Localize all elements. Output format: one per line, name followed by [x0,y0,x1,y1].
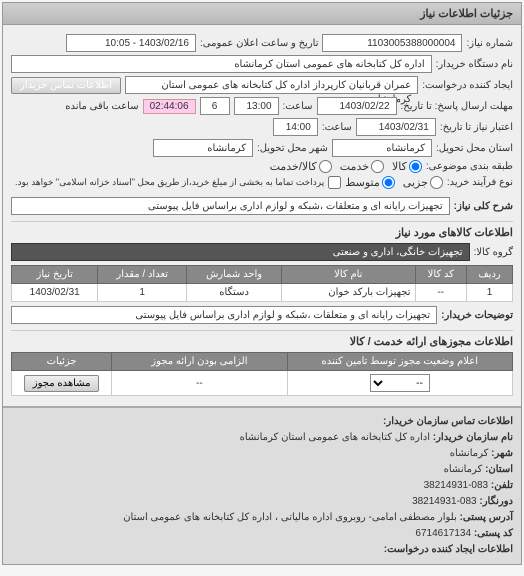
buy-type-radio-group: جزیی متوسط [345,176,443,189]
th-unit: واحد شمارش [187,266,282,284]
province-field: کرمانشاه [332,139,432,157]
validity-label: اعتبار نیاز تا تاریخ: [440,122,513,133]
radio-kala[interactable]: کالا [392,160,422,173]
purchase-note: پرداخت تماما به بخشی از میلغ خرید،از طری… [15,177,324,188]
contact-province-l: استان: [485,464,513,475]
treasury-checkbox[interactable] [328,176,341,189]
contact-postal-v: 6714617134 [415,528,471,539]
deadline-date-field: 1403/02/22 [317,97,397,115]
hour-label-1: ساعت: [283,101,313,112]
contact-block: اطلاعات تماس سازمان خریدار: نام سازمان خ… [3,406,521,564]
city-field: کرمانشاه [153,139,253,157]
announce-date-label: تاریخ و ساعت اعلان عمومی: [200,38,319,49]
buy-type-label: نوع فرآیند خرید: [447,177,513,188]
radio-both[interactable]: کالا/خدمت [270,160,332,173]
city-label: شهر محل تحویل: [257,143,328,154]
supplier-notes-field: تجهیزات رایانه ای و متعلقات ،شبکه و لواز… [11,306,437,324]
countdown-timer: 02:44:06 [143,99,196,114]
contact-province-v: کرمانشاه [444,464,483,475]
th-qty: تعداد / مقدار [98,266,187,284]
permit-details-cell: مشاهده مجوز [12,371,112,396]
contact-city-l: شهر: [491,448,513,459]
group-class-label: طبقه بندی موضوعی: [426,161,513,172]
th-date: تاریخ نیاز [12,266,98,284]
need-no-label: شماره نیاز: [466,38,513,49]
cell-unit: دستگاه [187,284,282,302]
goods-group-field: تجهیزات خانگی، اداری و صنعتی [11,243,470,261]
radio-medium[interactable]: متوسط [345,176,395,189]
need-desc-label: شرح کلی نیاز: [454,201,513,212]
validity-time-field: 14:00 [273,118,318,136]
permit-required-cell: -- [112,371,287,396]
announce-date-field: 1403/02/16 - 10:05 [66,34,196,52]
creator-field: عمران قربانیان کارپرداز اداره کل کتابخان… [125,76,418,94]
validity-date-field: 1403/02/31 [356,118,436,136]
permits-header-row: اعلام وضعیت مجوز توسط تامین کننده الزامی… [12,353,513,371]
province-label: استان محل تحویل: [436,143,513,154]
need-details-panel: جزئیات اطلاعات نیاز شماره نیاز: 11030053… [2,2,522,565]
cell-date: 1403/02/31 [12,284,98,302]
radio-khedmat[interactable]: خدمت [340,160,384,173]
contact-fax-v: 083-38214931 [412,496,477,507]
radio-partial[interactable]: جزیی [403,176,443,189]
contact-phone-l: تلفن: [491,480,513,491]
radio-khedmat-input[interactable] [371,160,384,173]
remaining-label: ساعت باقی مانده [65,101,138,112]
th-code: کد کالا [415,266,467,284]
th-details: جزئیات [12,353,112,371]
hour-label-2: ساعت: [322,122,352,133]
th-row: ردیف [467,266,513,284]
goods-info-title: اطلاعات کالاهای مورد نیاز [11,221,513,239]
request-creator-contact-l: اطلاعات ایجاد کننده درخواست: [384,544,513,555]
goods-group-label: گروه کالا: [474,247,513,258]
deadline-time-field: 13:00 [234,97,279,115]
table-header-row: ردیف کد کالا نام کالا واحد شمارش تعداد /… [12,266,513,284]
contact-addr-l: آدرس پستی: [460,512,513,523]
days-field: 6 [200,97,230,115]
permit-status-cell: -- [287,371,512,396]
buyer-org-label: نام دستگاه خریدار: [436,59,513,70]
radio-kala-input[interactable] [409,160,422,173]
contact-title: اطلاعات تماس سازمان خریدار: [383,416,513,427]
radio-partial-input[interactable] [430,176,443,189]
permits-title: اطلاعات مجوزهای ارائه خدمت / کالا [11,330,513,348]
cell-row: 1 [467,284,513,302]
cell-name: تجهیزات بارکد خوان [282,284,415,302]
th-required: الزامی بودن ارائه مجوز [112,353,287,371]
contact-phone-v: 083-38214931 [424,480,489,491]
th-name: نام کالا [282,266,415,284]
radio-both-input[interactable] [319,160,332,173]
goods-table: ردیف کد کالا نام کالا واحد شمارش تعداد /… [11,265,513,302]
supplier-notes-label: توضیحات خریدار: [441,310,513,321]
radio-medium-input[interactable] [382,176,395,189]
th-status: اعلام وضعیت مجوز توسط تامین کننده [287,353,512,371]
view-permit-button[interactable]: مشاهده مجوز [24,375,100,392]
contact-fax-l: دورنگار: [479,496,513,507]
panel-title: جزئیات اطلاعات نیاز [3,3,521,25]
permits-table: اعلام وضعیت مجوز توسط تامین کننده الزامی… [11,352,513,396]
permits-row: -- -- مشاهده مجوز [12,371,513,396]
permit-status-select[interactable]: -- [370,374,430,392]
panel-body: شماره نیاز: 1103005388000004 تاریخ و ساع… [3,25,521,406]
contact-city-v: کرمانشاه [450,448,489,459]
org-name-v: اداره کل کتابخانه های عمومی استان کرمانش… [240,432,430,443]
subject-radio-group: کالا خدمت کالا/خدمت [270,160,422,173]
need-no-field: 1103005388000004 [322,34,462,52]
contact-postal-l: کد پستی: [474,528,513,539]
buyer-contact-button[interactable]: اطلاعات تماس خریدار [11,77,121,94]
creator-label: ایجاد کننده درخواست: [422,80,513,91]
cell-qty: 1 [98,284,187,302]
deadline-label: مهلت ارسال پاسخ: تا تاریخ: [401,101,513,112]
contact-addr-v: بلوار مصطفی امامی- روبروی اداره مالیاتی … [123,512,457,523]
buyer-org-field: اداره کل کتابخانه های عمومی استان کرمانش… [11,55,432,73]
cell-code: -- [415,284,467,302]
need-desc-field: تجهیزات رایانه ای و متعلقات ،شبکه و لواز… [11,197,450,215]
org-name-l: نام سازمان خریدار: [433,432,513,443]
table-row: 1 -- تجهیزات بارکد خوان دستگاه 1 1403/02… [12,284,513,302]
